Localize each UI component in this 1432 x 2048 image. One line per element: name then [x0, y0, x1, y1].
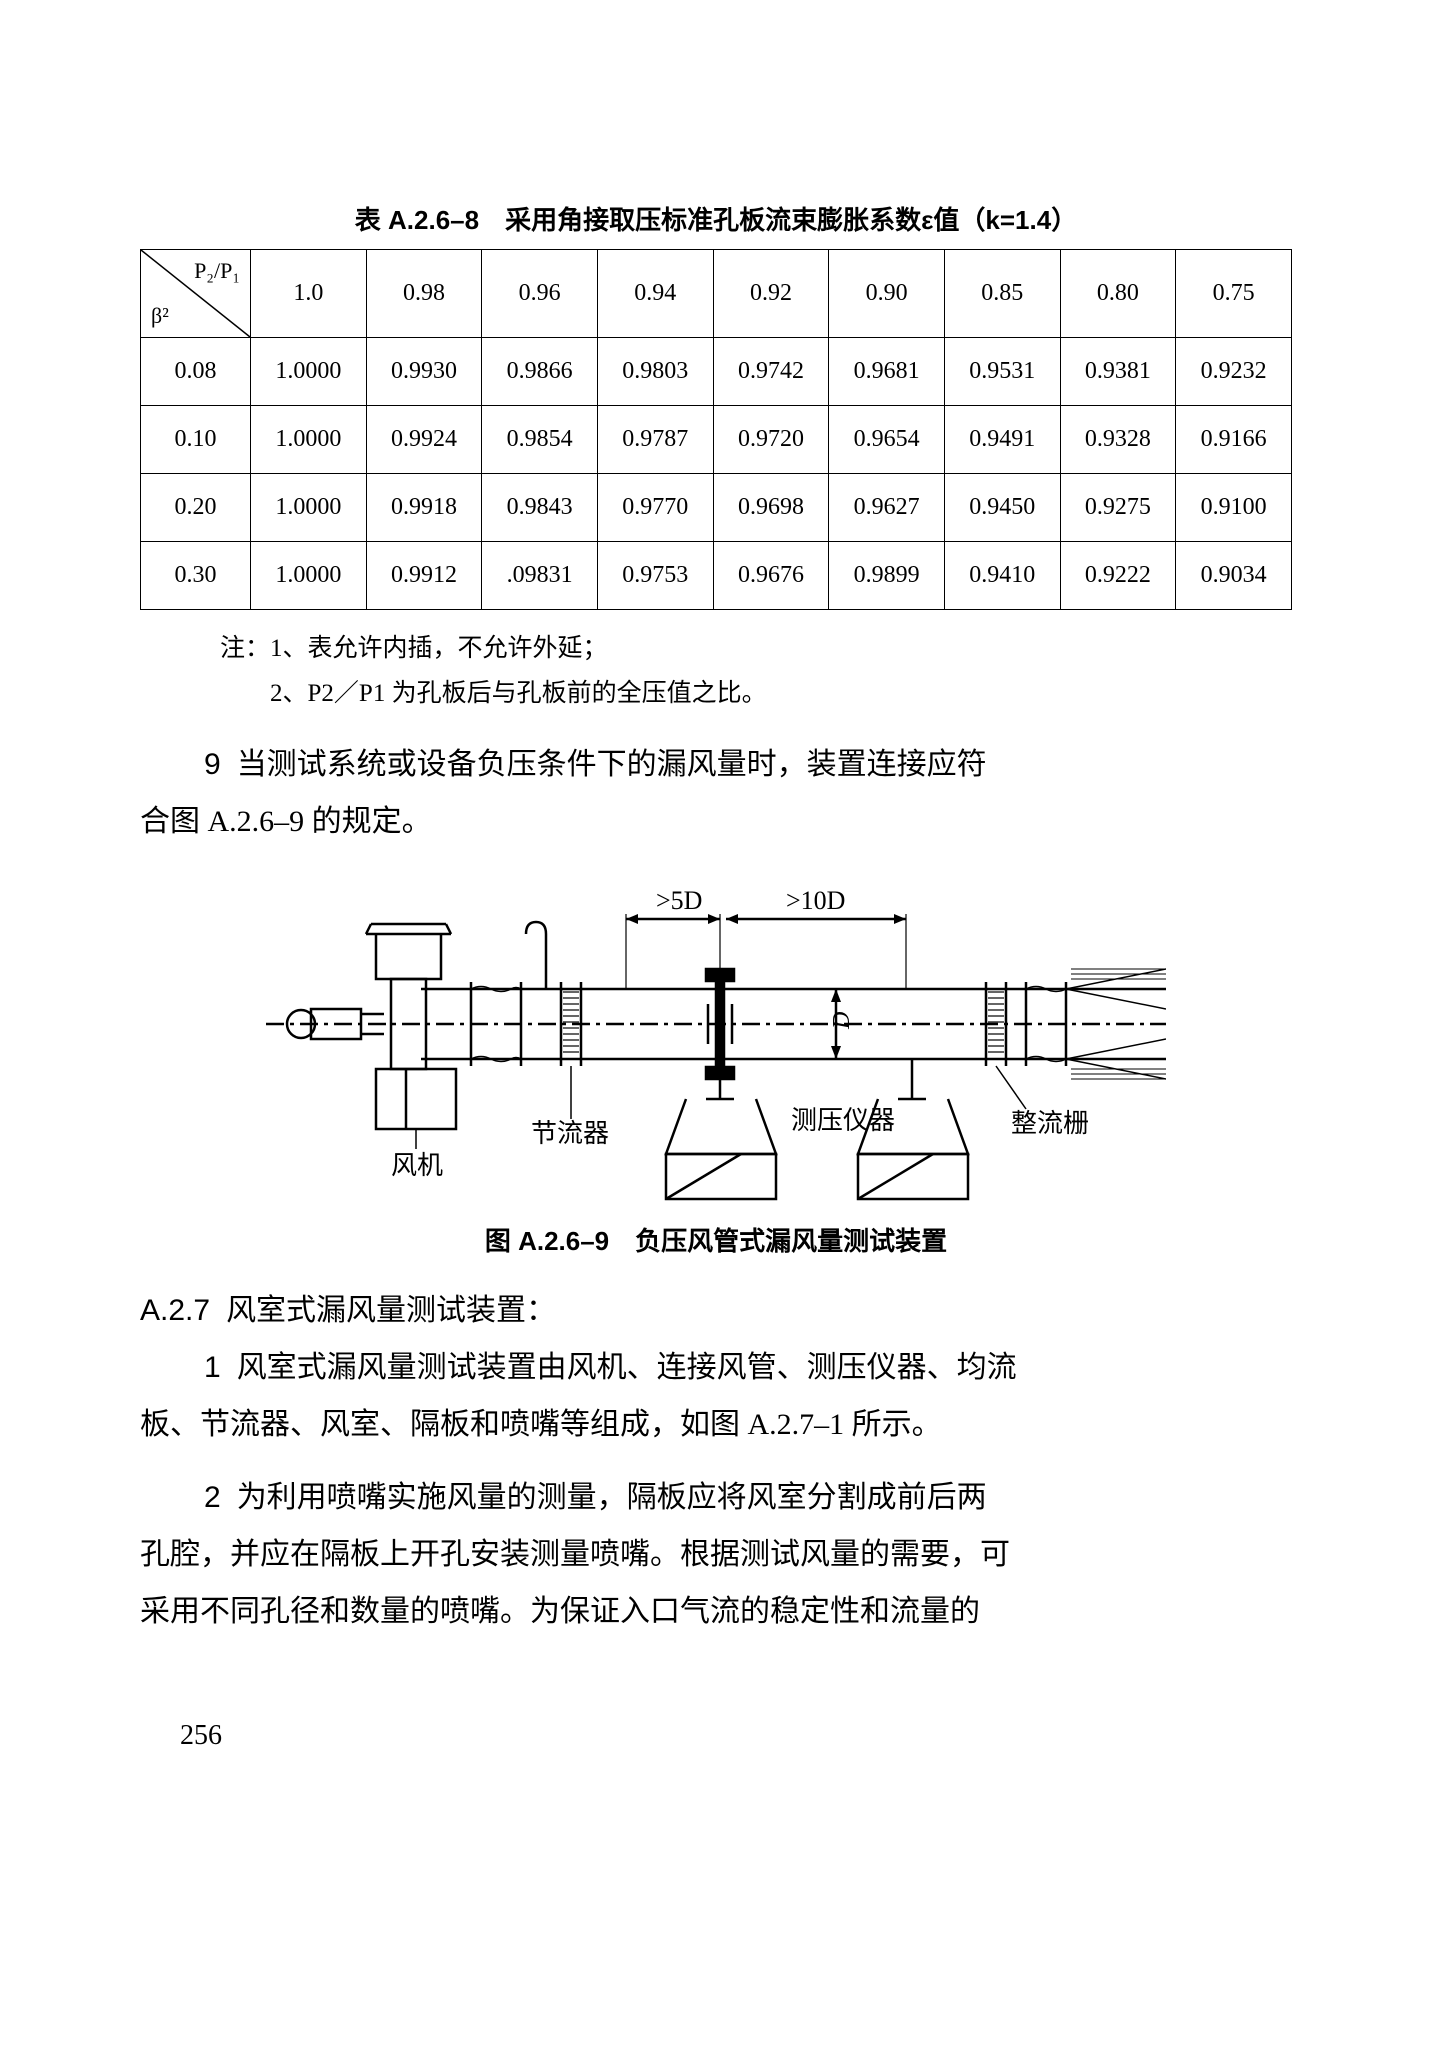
cell: 0.9222 — [1060, 542, 1176, 610]
para-2-a: 为利用喷嘴实施风量的测量，隔板应将风室分割成前后两 — [237, 1481, 987, 1514]
section-a27-head: A.2.7 风室式漏风量测试装置： — [140, 1282, 1292, 1339]
cell: 0.9627 — [829, 474, 945, 542]
figure-caption: 图 A.2.6–9 负压风管式漏风量测试装置 — [140, 1221, 1292, 1258]
col-header: 0.94 — [597, 250, 713, 338]
cell: 0.9924 — [366, 406, 482, 474]
device-diagram: >5D >10D D 风机 节流器 测压仪器 整流栅 — [266, 874, 1166, 1204]
table-header-row: P₂/P₁ β² 1.0 0.98 0.96 0.94 0.92 0.90 0.… — [141, 250, 1292, 338]
para-2-b: 孔腔，并应在隔板上开孔安装测量喷嘴。根据测试风量的需要，可 — [140, 1538, 1010, 1571]
cell: 0.9866 — [482, 338, 598, 406]
cell: 0.9232 — [1176, 338, 1292, 406]
cell: 1.0000 — [251, 406, 367, 474]
label-fan: 风机 — [391, 1151, 443, 1180]
cell: 0.9720 — [713, 406, 829, 474]
para-1-number: 1 — [204, 1339, 221, 1396]
table-row: 0.08 1.0000 0.9930 0.9866 0.9803 0.9742 … — [141, 338, 1292, 406]
section-title: 风室式漏风量测试装置： — [226, 1294, 556, 1327]
cell: 0.9930 — [366, 338, 482, 406]
cell: 0.9166 — [1176, 406, 1292, 474]
cell: 0.9787 — [597, 406, 713, 474]
table-row: 0.20 1.0000 0.9918 0.9843 0.9770 0.9698 … — [141, 474, 1292, 542]
cell: 1.0000 — [251, 542, 367, 610]
para-9-number: 9 — [204, 736, 221, 793]
col-header: 0.92 — [713, 250, 829, 338]
para-2-number: 2 — [204, 1469, 221, 1526]
epsilon-table: P₂/P₁ β² 1.0 0.98 0.96 0.94 0.92 0.90 0.… — [140, 249, 1292, 610]
table-row: 0.30 1.0000 0.9912 .09831 0.9753 0.9676 … — [141, 542, 1292, 610]
cell: 0.9854 — [482, 406, 598, 474]
cell: 0.9918 — [366, 474, 482, 542]
cell: 0.9753 — [597, 542, 713, 610]
note-1: 1、表允许内插，不允许外延； — [270, 635, 608, 662]
cell: 0.9899 — [829, 542, 945, 610]
cell: 0.9698 — [713, 474, 829, 542]
label-grid: 整流栅 — [1011, 1109, 1089, 1138]
cell: 0.9742 — [713, 338, 829, 406]
paragraph-9: 9 当测试系统或设备负压条件下的漏风量时，装置连接应符 合图 A.2.6–9 的规… — [140, 736, 1292, 850]
table-row: 0.10 1.0000 0.9924 0.9854 0.9787 0.9720 … — [141, 406, 1292, 474]
label-10d: >10D — [786, 886, 845, 915]
cell: 1.0000 — [251, 338, 367, 406]
cell: 1.0000 — [251, 474, 367, 542]
label-5d: >5D — [656, 886, 702, 915]
label-meter: 测压仪器 — [791, 1106, 895, 1135]
cell: 0.9328 — [1060, 406, 1176, 474]
table-notes: 注：1、表允许内插，不允许外延； 注：2、P2／P1 为孔板后与孔板前的全压值之… — [220, 626, 1292, 716]
cell: 0.9275 — [1060, 474, 1176, 542]
cell: 0.9912 — [366, 542, 482, 610]
cell: 0.9381 — [1060, 338, 1176, 406]
para-1-a: 风室式漏风量测试装置由风机、连接风管、测压仪器、均流 — [237, 1351, 1017, 1384]
label-d: D — [829, 1012, 855, 1030]
row-head: 0.20 — [141, 474, 251, 542]
row-head: 0.08 — [141, 338, 251, 406]
cell: 0.9770 — [597, 474, 713, 542]
cell: 0.9681 — [829, 338, 945, 406]
col-header: 0.85 — [944, 250, 1060, 338]
note-2: 2、P2／P1 为孔板后与孔板前的全压值之比。 — [270, 680, 767, 707]
section-number: A.2.7 — [140, 1294, 210, 1327]
col-header: 0.90 — [829, 250, 945, 338]
cell: 0.9843 — [482, 474, 598, 542]
col-header: 0.98 — [366, 250, 482, 338]
corner-bottom-label: β² — [151, 303, 169, 329]
cell: 0.9034 — [1176, 542, 1292, 610]
cell: 0.9450 — [944, 474, 1060, 542]
col-header: 1.0 — [251, 250, 367, 338]
col-header: 0.96 — [482, 250, 598, 338]
cell: 0.9100 — [1176, 474, 1292, 542]
cell: 0.9803 — [597, 338, 713, 406]
col-header: 0.80 — [1060, 250, 1176, 338]
paragraph-a27-2: 2 为利用喷嘴实施风量的测量，隔板应将风室分割成前后两 孔腔，并应在隔板上开孔安装… — [140, 1469, 1292, 1640]
row-head: 0.10 — [141, 406, 251, 474]
para-2-c: 采用不同孔径和数量的喷嘴。为保证入口气流的稳定性和流量的 — [140, 1595, 980, 1628]
paragraph-a27-1: 1 风室式漏风量测试装置由风机、连接风管、测压仪器、均流 板、节流器、风室、隔板和… — [140, 1339, 1292, 1453]
cell: 0.9676 — [713, 542, 829, 610]
page-number: 256 — [180, 1720, 1292, 1752]
notes-lead: 注： — [220, 635, 270, 662]
table-caption: 表 A.2.6–8 采用角接取压标准孔板流束膨胀系数ε值（k=1.4） — [140, 200, 1292, 237]
corner-top-label: P₂/P₁ — [194, 258, 240, 284]
label-throttle: 节流器 — [531, 1119, 609, 1148]
col-header: 0.75 — [1176, 250, 1292, 338]
para-9-line-b: 合图 A.2.6–9 的规定。 — [140, 805, 432, 838]
row-head: 0.30 — [141, 542, 251, 610]
cell: .09831 — [482, 542, 598, 610]
cell: 0.9491 — [944, 406, 1060, 474]
cell: 0.9410 — [944, 542, 1060, 610]
para-1-b: 板、节流器、风室、隔板和喷嘴等组成，如图 A.2.7–1 所示。 — [140, 1408, 942, 1441]
figure-a26-9: >5D >10D D 风机 节流器 测压仪器 整流栅 — [140, 874, 1292, 1209]
corner-cell: P₂/P₁ β² — [141, 250, 251, 338]
cell: 0.9531 — [944, 338, 1060, 406]
cell: 0.9654 — [829, 406, 945, 474]
para-9-line-a: 当测试系统或设备负压条件下的漏风量时，装置连接应符 — [237, 748, 987, 781]
